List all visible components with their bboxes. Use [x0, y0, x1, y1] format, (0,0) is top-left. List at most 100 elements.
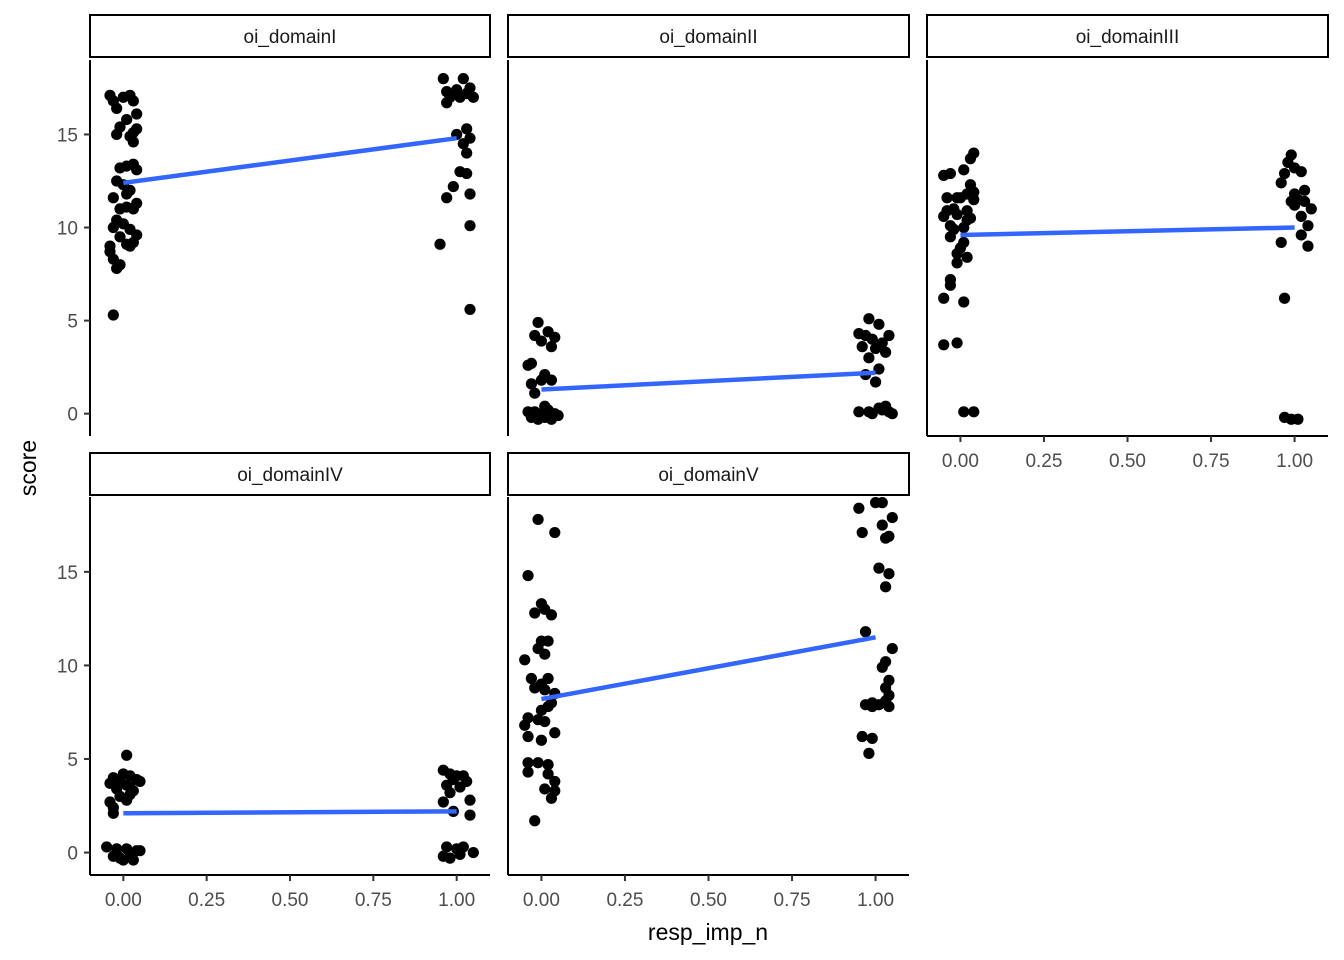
data-point	[856, 341, 868, 353]
data-point	[944, 279, 956, 291]
data-point	[869, 376, 882, 388]
data-point	[968, 194, 980, 206]
data-point	[873, 562, 885, 574]
data-point	[954, 192, 967, 204]
data-point	[886, 511, 898, 524]
x-tick-label: 1.00	[1276, 451, 1313, 472]
x-tick-label: 0.00	[942, 451, 979, 472]
data-point	[1295, 166, 1307, 178]
data-point	[134, 845, 146, 857]
data-point	[522, 730, 534, 743]
data-point	[863, 313, 875, 325]
data-point	[121, 188, 133, 200]
data-point	[880, 346, 892, 358]
facet-strip-label: oi_domainII	[659, 27, 757, 48]
data-point	[552, 409, 564, 422]
data-point	[542, 409, 554, 422]
data-point	[542, 635, 554, 647]
data-point	[127, 95, 139, 107]
data-point	[1295, 229, 1307, 241]
data-point	[1288, 199, 1301, 211]
data-point	[532, 316, 544, 329]
fit-line	[123, 135, 457, 186]
data-point	[519, 719, 531, 731]
data-point	[961, 251, 973, 263]
y-tick-label: 0	[67, 405, 78, 426]
data-point	[539, 684, 551, 696]
data-point	[876, 519, 888, 531]
data-point	[114, 231, 126, 243]
data-point	[863, 747, 875, 759]
data-point	[545, 609, 558, 621]
data-point	[522, 569, 534, 582]
data-point	[951, 208, 963, 221]
facet-strip	[507, 452, 910, 496]
data-point	[535, 734, 548, 746]
data-point	[131, 108, 143, 120]
data-point	[437, 73, 449, 85]
data-point	[522, 757, 534, 769]
data-point	[447, 180, 459, 193]
data-point	[131, 164, 143, 176]
data-point	[127, 854, 139, 866]
facet-strip	[507, 14, 910, 58]
data-point	[124, 788, 136, 801]
data-point	[461, 147, 473, 159]
y-tick-label: 5	[67, 750, 78, 771]
data-point	[1278, 292, 1291, 304]
data-point	[941, 192, 953, 204]
data-point	[886, 642, 898, 655]
fit-line	[123, 809, 457, 816]
facet-strip-label: oi_domainV	[658, 465, 759, 486]
data-point	[549, 775, 561, 788]
data-point	[863, 352, 875, 364]
x-tick-label: 0.75	[1193, 451, 1230, 472]
data-point	[951, 337, 963, 349]
data-point	[1278, 167, 1291, 180]
data-point	[467, 91, 479, 103]
data-point	[441, 192, 453, 204]
y-tick-label: 15	[57, 563, 78, 584]
data-point	[111, 262, 123, 275]
facet-strip-label: oi_domainIII	[1076, 27, 1180, 48]
data-point	[876, 661, 888, 673]
data-point	[1275, 236, 1287, 249]
x-tick-label: 0.00	[105, 890, 142, 911]
x-tick-label: 1.00	[857, 890, 894, 911]
data-point	[454, 91, 466, 103]
data-point	[1302, 220, 1314, 232]
data-point	[457, 73, 469, 85]
data-point	[444, 787, 456, 799]
data-point	[545, 792, 558, 804]
data-point	[535, 704, 548, 716]
data-point	[873, 318, 885, 330]
data-point	[968, 406, 980, 418]
data-point	[464, 188, 476, 200]
data-point	[549, 727, 561, 739]
data-point	[1275, 177, 1287, 189]
data-point	[1292, 413, 1304, 425]
y-tick-label: 10	[57, 219, 78, 240]
x-tick-label: 0.00	[523, 890, 560, 911]
data-point	[1295, 210, 1307, 222]
data-point	[873, 363, 885, 375]
data-point	[121, 113, 133, 126]
data-point	[938, 292, 950, 304]
x-tick-label: 0.25	[606, 890, 643, 911]
facet-strip	[89, 452, 491, 496]
facet-panel: oi_domainII	[507, 14, 910, 436]
data-point	[461, 123, 473, 135]
data-point	[876, 497, 888, 509]
data-point	[111, 128, 123, 141]
data-point	[938, 210, 950, 222]
data-point	[101, 841, 113, 853]
facet-strip-label: oi_domainIV	[237, 465, 343, 486]
data-point	[539, 648, 551, 660]
data-point	[127, 203, 139, 215]
data-point	[1305, 203, 1317, 215]
data-point	[107, 221, 119, 234]
data-point	[464, 809, 476, 821]
x-tick-label: 0.75	[355, 890, 392, 911]
data-point	[944, 167, 956, 180]
